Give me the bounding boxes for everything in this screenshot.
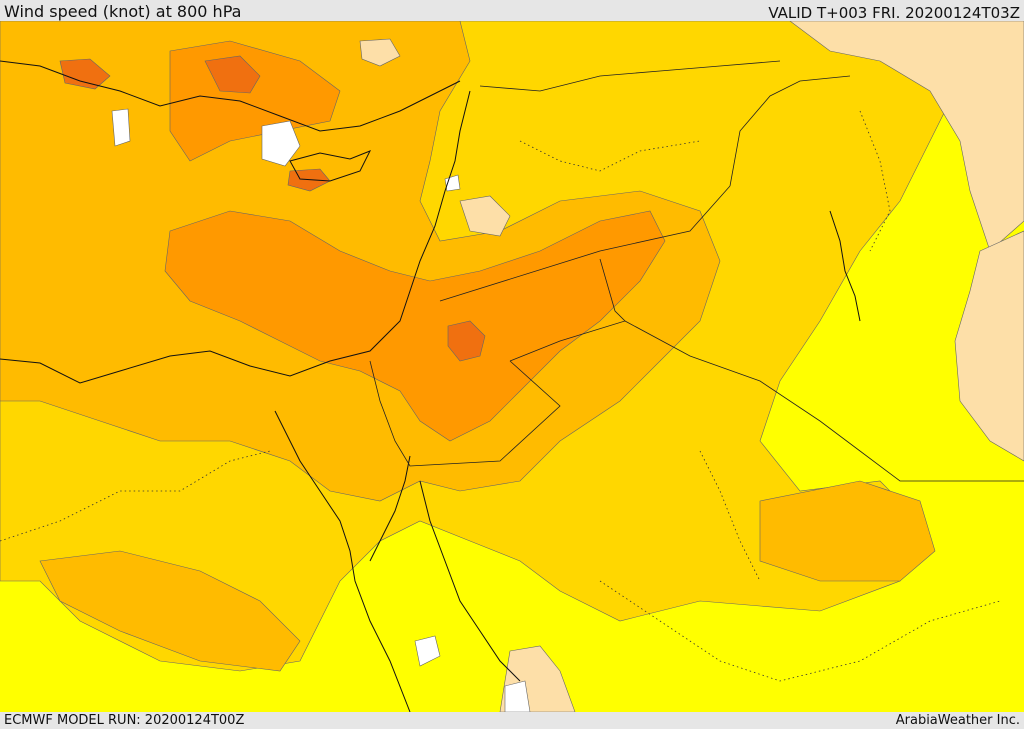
- coastline-sinai-west: [274, 410, 411, 712]
- internal-boundaries: [0, 110, 1001, 682]
- field-orange-light-east: [759, 480, 936, 582]
- field-calm-4: [504, 680, 531, 712]
- boundary-5: [859, 110, 891, 252]
- field-low-ne: [789, 21, 1024, 252]
- coastline-red-sea-east: [419, 480, 521, 682]
- field-orange-light-south: [39, 550, 301, 672]
- coastline-cyprus: [289, 150, 372, 182]
- coastline-gulf: [829, 210, 861, 322]
- field-orange: [164, 210, 666, 442]
- boundary-3: [599, 580, 1001, 682]
- boundary-4: [519, 140, 701, 172]
- coastline-turkey: [0, 60, 461, 132]
- border-4: [369, 360, 561, 467]
- coastlines: [0, 60, 861, 712]
- field-calm-2: [111, 108, 131, 147]
- model-run-label: ECMWF MODEL RUN: 20200124T00Z: [4, 713, 245, 728]
- border-5: [729, 75, 851, 187]
- field-low-mid: [459, 195, 511, 237]
- map-title: Wind speed (knot) at 800 hPa: [4, 2, 242, 21]
- field-low-north: [359, 38, 401, 67]
- border-3: [624, 320, 1024, 482]
- credit-label: ArabiaWeather Inc.: [895, 713, 1020, 728]
- coastline-med-south: [0, 90, 471, 384]
- borders: [369, 60, 1024, 482]
- valid-time-label: VALID T+003 FRI. 20200124T03Z: [768, 4, 1020, 22]
- border-6: [479, 60, 781, 92]
- field-orange-dark-3: [59, 58, 111, 90]
- field-low-east: [954, 230, 1024, 462]
- coastline-sinai-east: [369, 455, 411, 562]
- field-orange-dark-2: [204, 55, 261, 94]
- field-orange-dark: [447, 320, 486, 362]
- field-calm-1: [261, 120, 301, 167]
- border-1: [439, 185, 731, 302]
- footer-bar: [0, 712, 1024, 729]
- wind-speed-map: [0, 21, 1024, 712]
- field-calm-3: [414, 635, 441, 667]
- header-bar: [0, 0, 1024, 21]
